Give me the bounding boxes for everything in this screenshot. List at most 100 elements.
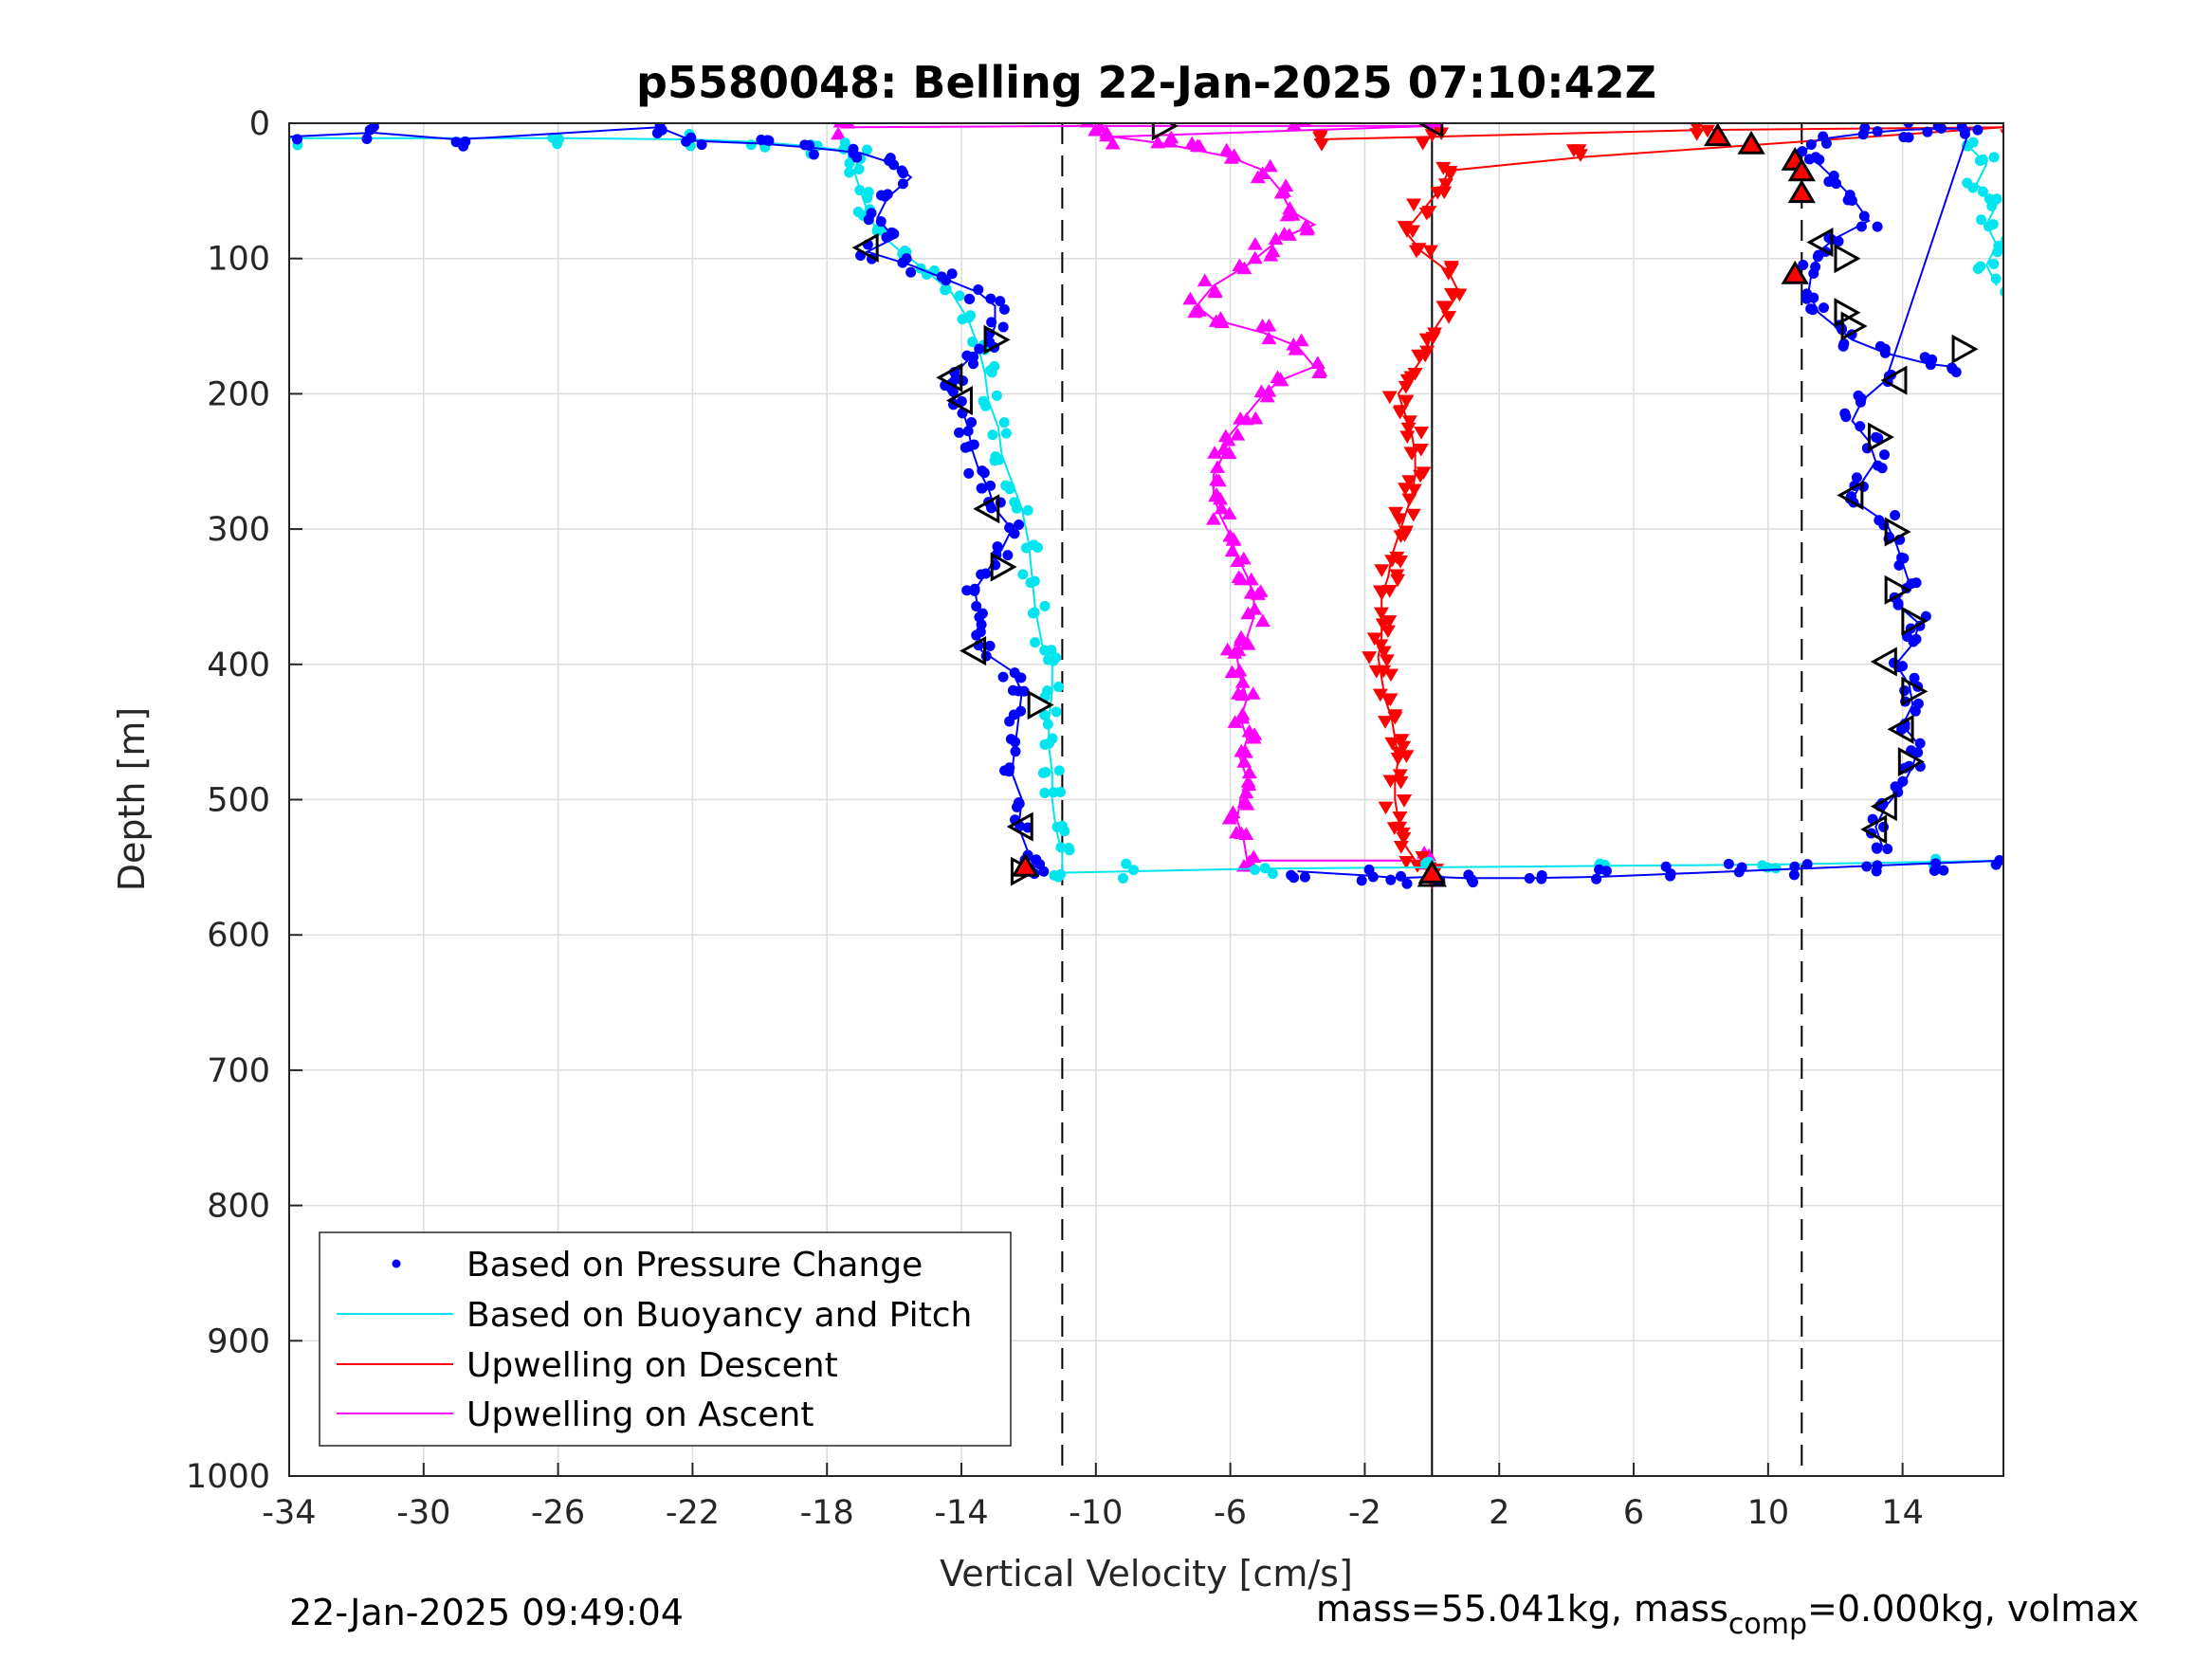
data-point [1262,158,1278,173]
data-point [1205,511,1221,525]
data-point [862,192,873,204]
data-point [1254,613,1271,628]
data-point [977,608,988,619]
data-point [696,139,707,151]
data-point [1289,872,1300,884]
data-point [1930,858,1942,869]
data-point [1221,506,1237,520]
data-point [2006,857,2017,867]
data-point [980,650,992,662]
data-point [986,367,997,378]
open-triangle-marker [1027,690,1054,720]
data-point [875,216,887,228]
data-point [994,454,1005,465]
data-point [1230,686,1246,700]
data-point [1988,259,2000,270]
data-point [1925,359,1936,371]
data-point [1391,746,1407,760]
data-point [1947,362,1958,374]
data-point [1440,267,1456,281]
data-point [1162,134,1179,148]
data-point [1871,866,1882,877]
data-point [1818,131,1829,142]
data-point [1858,210,1870,222]
open-triangle-marker [1870,792,1897,822]
data-point [1038,866,1050,877]
data-point [1240,636,1256,650]
data-point [1415,137,1431,151]
data-point [1234,629,1250,644]
data-point [1936,123,1947,134]
data-point [1211,473,1227,487]
data-point [978,395,989,407]
data-point [1757,860,1768,871]
data-point [1379,654,1395,667]
data-point [1874,515,1885,526]
legend: Based on Pressure Change Based on Buoyan… [319,1231,1012,1447]
data-point [1039,738,1051,750]
data-point [1909,672,1920,684]
data-point [1967,137,1979,148]
data-point [1234,675,1251,688]
data-point [1236,755,1252,768]
data-point [1234,826,1250,840]
data-point [1591,873,1602,884]
data-point [1922,126,1933,137]
data-point [1017,569,1029,580]
open-triangle-marker [1887,714,1914,744]
data-point [956,395,967,407]
data-point [969,583,980,594]
data-point [1770,863,1782,874]
data-point [276,139,286,150]
data-point [1420,858,1432,869]
data-point [1220,432,1236,447]
data-point [1983,193,1995,205]
data-point [1238,785,1254,799]
data-point [1037,767,1049,778]
data-point [1425,332,1441,345]
y-tick-label: 600 [207,917,270,955]
x-tick-label: -22 [666,1494,720,1532]
data-point [1278,178,1294,191]
data-point [848,143,859,155]
data-point [1190,138,1206,152]
data-point [1039,600,1051,611]
data-point [1121,858,1132,869]
data-point [1214,501,1230,515]
data-point [1990,273,2002,284]
data-point [992,541,1003,553]
open-triangle-marker [1860,814,1888,845]
data-point [897,178,908,190]
data-point [2001,285,2003,296]
data-point [997,321,1009,333]
data-point [961,585,973,596]
legend-pressure-label: Based on Pressure Change [466,1246,923,1285]
data-point [1055,868,1067,880]
data-point [1014,519,1025,530]
open-triangle-marker [973,494,1000,524]
data-point [1002,550,1014,561]
data-point [1810,261,1821,272]
data-point [554,134,565,145]
data-point [967,358,978,370]
data-point [1872,221,1883,232]
legend-pressure-marker [392,1259,401,1268]
data-point [1376,665,1392,679]
data-point [1389,569,1405,583]
x-tick-label: -34 [262,1494,316,1532]
data-point [1382,775,1398,789]
data-point [1878,821,1890,832]
data-point [1182,291,1198,305]
data-point [1247,727,1263,740]
open-triangle-marker [1901,676,1929,706]
data-point [1594,864,1605,875]
data-point [1988,152,2000,163]
open-triangle-marker [1837,480,1864,510]
data-point [885,153,896,164]
data-point [651,127,663,138]
data-point [1433,123,1449,124]
data-point [978,467,990,479]
data-point [1840,411,1852,423]
data-point [954,290,965,301]
